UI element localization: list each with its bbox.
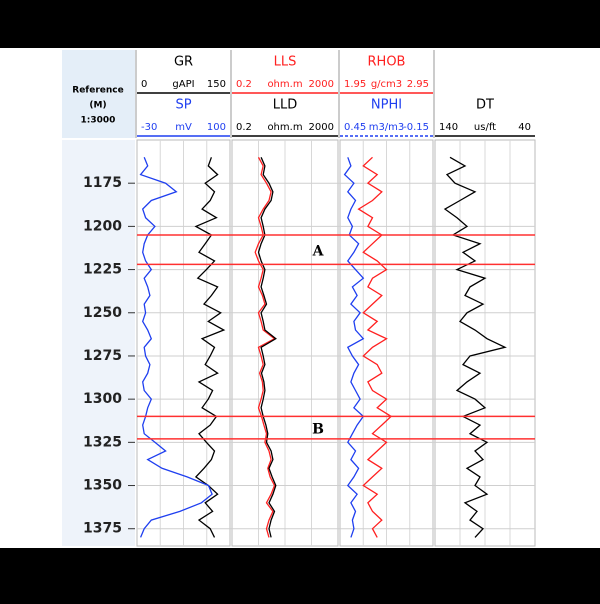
y-tick-label: 1300 xyxy=(83,391,122,407)
scale-unit: m3/m3 xyxy=(369,122,405,133)
scale-unit: g/cm3 xyxy=(371,79,402,90)
scale-right: 2000 xyxy=(309,122,334,133)
scale-unit: gAPI xyxy=(172,79,194,90)
reference-title: Reference xyxy=(72,86,123,96)
scale-left: 0 xyxy=(141,79,147,90)
curve xyxy=(254,156,276,538)
y-tick-label: 1175 xyxy=(83,175,122,191)
curve-name: DT xyxy=(476,98,494,113)
scale-left: 1.95 xyxy=(344,79,366,90)
scale-left: 140 xyxy=(439,122,458,133)
depth-column xyxy=(62,140,135,546)
scale-right: 100 xyxy=(207,122,226,133)
scale-right: 2.95 xyxy=(407,79,429,90)
zone-label: A xyxy=(312,244,325,260)
y-tick-label: 1200 xyxy=(83,218,122,234)
scale-left: 0.2 xyxy=(236,79,252,90)
scale-right: 2000 xyxy=(309,79,334,90)
curve xyxy=(357,156,393,538)
curve xyxy=(257,157,277,538)
scale-left: 0.2 xyxy=(236,122,252,133)
scale-left: 0.45 xyxy=(344,122,366,133)
curve-name: LLD xyxy=(273,98,298,113)
curve xyxy=(343,157,365,538)
curve-name: RHOB xyxy=(368,55,406,70)
y-tick-label: 1325 xyxy=(83,434,122,450)
scale-left: -30 xyxy=(141,122,157,133)
curve-name: SP xyxy=(175,98,191,113)
scale-unit: mV xyxy=(175,122,192,133)
scale-right: -0.15 xyxy=(403,122,429,133)
y-tick-label: 1275 xyxy=(83,348,122,364)
curve xyxy=(139,157,213,538)
scale-unit: ohm.m xyxy=(267,79,302,90)
y-tick-label: 1350 xyxy=(83,478,122,494)
y-tick-label: 1225 xyxy=(83,262,122,278)
reference-unit: (M) xyxy=(89,101,106,111)
y-tick-label: 1250 xyxy=(83,305,122,321)
curve xyxy=(194,157,226,538)
scale-right: 150 xyxy=(207,79,226,90)
y-tick-label: 1375 xyxy=(83,521,122,537)
zone-label: B xyxy=(312,422,324,438)
curve-name: LLS xyxy=(274,55,297,70)
curve-name: GR xyxy=(174,55,193,70)
reference-header xyxy=(62,50,135,138)
scale-right: 40 xyxy=(518,122,531,133)
scale-unit: us/ft xyxy=(474,122,496,133)
reference-scale: 1:3000 xyxy=(81,116,116,126)
curve xyxy=(443,156,507,538)
curve-name: NPHI xyxy=(371,98,402,113)
scale-unit: ohm.m xyxy=(267,122,302,133)
